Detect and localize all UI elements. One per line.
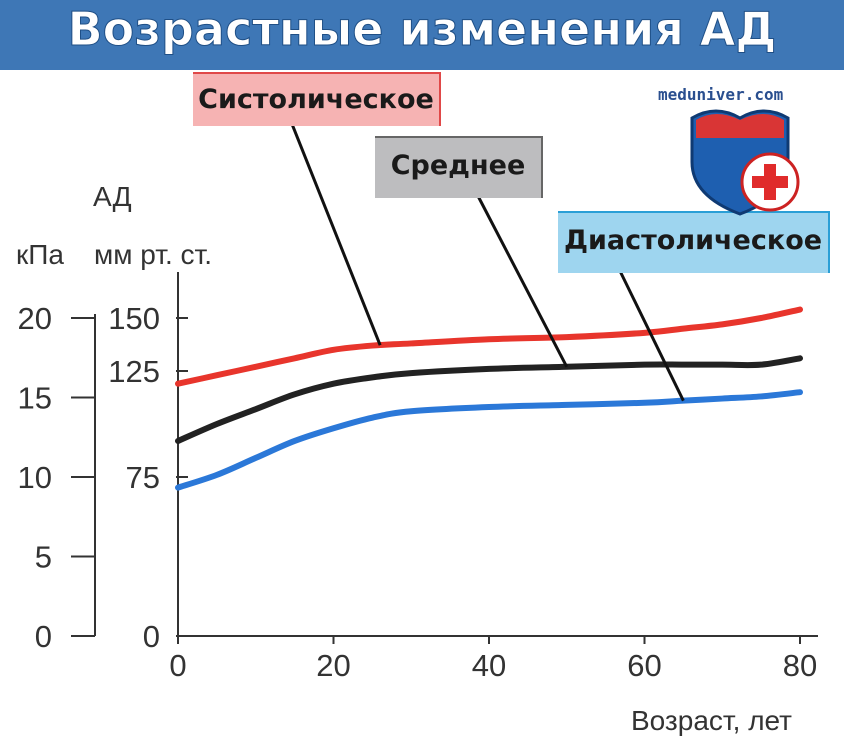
y-tick-label-kpa: 20 [18, 301, 52, 336]
y-tick-label-mmhg: 125 [108, 354, 160, 389]
series-mean-line [175, 355, 803, 444]
x-tick-label: 60 [627, 648, 661, 683]
leader-systolic [290, 123, 382, 346]
series-diastolic-line [175, 389, 803, 491]
y-tick-label-kpa: 15 [18, 380, 52, 415]
y-tick-label-kpa: 0 [35, 619, 52, 654]
y-axis-title: АД [93, 181, 132, 212]
series-systolic-line [175, 306, 803, 387]
x-tick-label: 40 [472, 648, 506, 683]
y-tick-label-mmhg: 75 [126, 460, 160, 495]
title-banner [0, 0, 844, 70]
y-tick-label-mmhg: 0 [143, 619, 160, 654]
y-tick-label-kpa: 10 [18, 460, 52, 495]
legend-mean: Среднее [375, 136, 543, 198]
y-tick-label-mmhg: 150 [108, 301, 160, 336]
site-watermark: meduniver.com [658, 85, 784, 104]
shield-cross-icon [690, 109, 800, 216]
legend-systolic: Систолическое [193, 72, 441, 126]
leader-diastolic [618, 270, 685, 402]
y-units-mmhg: мм рт. ст. [94, 239, 212, 270]
x-tick-label: 80 [783, 648, 817, 683]
x-tick-label: 20 [316, 648, 350, 683]
page-title: Возрастные изменения АД [67, 2, 777, 57]
leader-mean [476, 195, 569, 368]
x-tick-label: 0 [169, 648, 186, 683]
legend-diastolic: Диастолическое [558, 211, 830, 273]
x-axis-title: Возраст, лет [631, 705, 792, 736]
y-tick-label-kpa: 5 [35, 539, 52, 574]
y-units-kpa: кПа [16, 239, 64, 270]
